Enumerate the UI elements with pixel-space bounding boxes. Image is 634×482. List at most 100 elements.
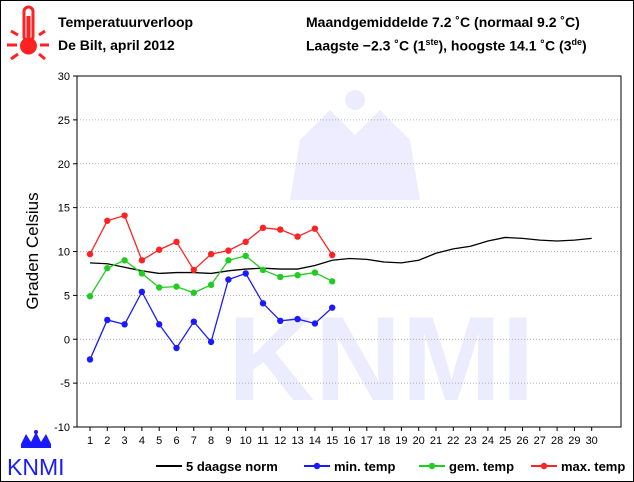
data-point-max: [225, 247, 232, 254]
data-point-gem: [121, 257, 128, 264]
data-point-gem: [86, 293, 94, 300]
data-point-gem: [104, 264, 111, 272]
x-tick-label: 23: [464, 435, 476, 447]
data-point-max: [138, 257, 146, 264]
data-point-gem: [242, 252, 249, 260]
legend-marker-min: [313, 462, 321, 470]
data-point-gem: [294, 271, 301, 279]
data-point-min: [156, 321, 163, 328]
data-point-min: [190, 318, 197, 325]
data-point-max: [104, 217, 111, 224]
x-tick-label: 3: [122, 435, 128, 447]
data-point-max: [329, 251, 336, 259]
data-point-min: [104, 316, 111, 324]
x-tick-label: 22: [447, 435, 459, 447]
data-point-max: [207, 250, 215, 258]
data-point-min: [311, 320, 319, 327]
grid-lines: [77, 119, 621, 384]
chart-title: Temperatuurverloop: [58, 14, 194, 30]
x-tick-label: 4: [139, 435, 145, 447]
data-point-gem: [225, 257, 232, 264]
x-axis: 1 2 3 4 5 6 7 8 9 10 11 12 13 14 15 16 17 18 19 20 21 22 23 24 2…: [87, 427, 598, 447]
x-tick-label: 13: [291, 435, 303, 447]
extremes-text: Laagste −2.3 ˚C (1ste), hoogste 14.1 ˚C …: [306, 37, 587, 54]
data-point-min: [207, 338, 215, 346]
x-tick-label: 21: [430, 435, 442, 447]
data-point-max: [86, 250, 94, 258]
x-tick-label: 8: [208, 435, 214, 447]
month-average-text: Maandgemiddelde 7.2 ˚C (normaal 9.2 ˚C): [306, 14, 580, 30]
x-tick-label: 7: [191, 435, 197, 447]
data-point-min: [242, 270, 249, 277]
data-point-max: [173, 238, 180, 246]
y-axis: -10 -5 0 5 10 15 20 25 30: [54, 71, 77, 434]
x-tick-label: 5: [156, 435, 162, 447]
series-group: [86, 212, 592, 363]
data-point-gem: [259, 266, 267, 274]
x-tick-label: 24: [482, 435, 494, 447]
data-point-gem: [173, 283, 180, 290]
y-tick-label: -10: [54, 422, 70, 434]
data-point-min: [121, 321, 128, 328]
data-point-min: [86, 356, 94, 363]
thermometer-icon: [7, 5, 49, 61]
data-point-max: [277, 226, 284, 233]
x-tick-label: 18: [378, 435, 390, 447]
data-point-gem: [277, 273, 284, 281]
y-axis-label: Graden Celsius: [23, 192, 42, 309]
x-tick-label: 28: [551, 435, 563, 447]
x-tick-label: 20: [413, 435, 425, 447]
legend: 5 daagse norm min. temp gem. temp max. temp: [156, 459, 625, 474]
x-tick-label: 6: [173, 435, 179, 447]
legend-label-norm: 5 daagse norm: [186, 459, 278, 474]
series-line-norm: [89, 236, 592, 275]
data-point-min: [138, 288, 146, 296]
x-tick-label: 26: [516, 435, 528, 447]
x-tick-label: 10: [240, 435, 252, 447]
x-tick-label: 19: [395, 435, 407, 447]
x-tick-label: 9: [225, 435, 231, 447]
highest-sup: de: [571, 37, 582, 47]
y-tick-label: -5: [60, 378, 70, 390]
data-point-min: [329, 304, 336, 311]
data-point-min: [294, 315, 301, 323]
x-tick-label: 12: [274, 435, 286, 447]
data-point-max: [190, 266, 197, 274]
x-tick-label: 29: [568, 435, 580, 447]
x-tick-label: 25: [499, 435, 511, 447]
svg-text:KNMI: KNMI: [228, 292, 535, 426]
x-tick-label: 17: [361, 435, 373, 447]
legend-label-min: min. temp: [334, 459, 395, 474]
y-tick-label: 15: [58, 203, 70, 215]
y-tick-label: 20: [58, 159, 70, 171]
legend-marker-max: [540, 462, 548, 470]
highest-text: ), hoogste 14.1 ˚C (3: [438, 37, 572, 54]
x-tick-label: 30: [586, 435, 598, 447]
lowest-sup: ste: [425, 37, 439, 47]
data-point-max: [242, 238, 249, 246]
legend-label-gem: gem. temp: [449, 459, 514, 474]
y-tick-label: 25: [58, 115, 70, 127]
data-point-gem: [156, 284, 163, 291]
x-tick-label: 27: [534, 435, 546, 447]
data-point-gem: [138, 270, 146, 277]
chart-subtitle: De Bilt, april 2012: [58, 37, 175, 53]
y-tick-label: 5: [64, 290, 70, 302]
data-point-max: [121, 212, 128, 219]
knmi-watermark: KNMI: [228, 90, 535, 426]
x-tick-label: 15: [326, 435, 338, 447]
x-tick-label: 11: [257, 435, 268, 447]
y-tick-label: 10: [58, 247, 70, 259]
legend-label-max: max. temp: [561, 459, 625, 474]
x-tick-label: 1: [87, 435, 93, 447]
data-point-max: [311, 225, 319, 232]
data-point-gem: [207, 281, 215, 289]
data-point-gem: [190, 289, 197, 296]
y-tick-label: 0: [64, 334, 70, 346]
y-tick-label: 30: [58, 71, 70, 83]
data-point-min: [173, 344, 180, 352]
data-point-max: [259, 224, 267, 232]
svg-text:KNMI: KNMI: [7, 454, 65, 478]
